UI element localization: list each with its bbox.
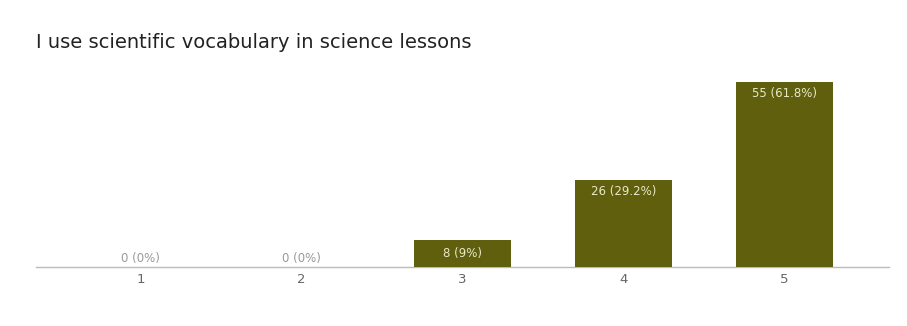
Text: 55 (61.8%): 55 (61.8%): [752, 87, 817, 100]
Bar: [414, 240, 511, 267]
Text: 26 (29.2%): 26 (29.2%): [590, 185, 656, 198]
Text: I use scientific vocabulary in science lessons: I use scientific vocabulary in science l…: [36, 33, 472, 52]
Text: 8 (9%): 8 (9%): [444, 247, 482, 260]
Text: 0 (0%): 0 (0%): [282, 252, 321, 265]
Bar: [736, 82, 833, 267]
Bar: [575, 180, 672, 267]
Text: 0 (0%): 0 (0%): [122, 252, 161, 265]
